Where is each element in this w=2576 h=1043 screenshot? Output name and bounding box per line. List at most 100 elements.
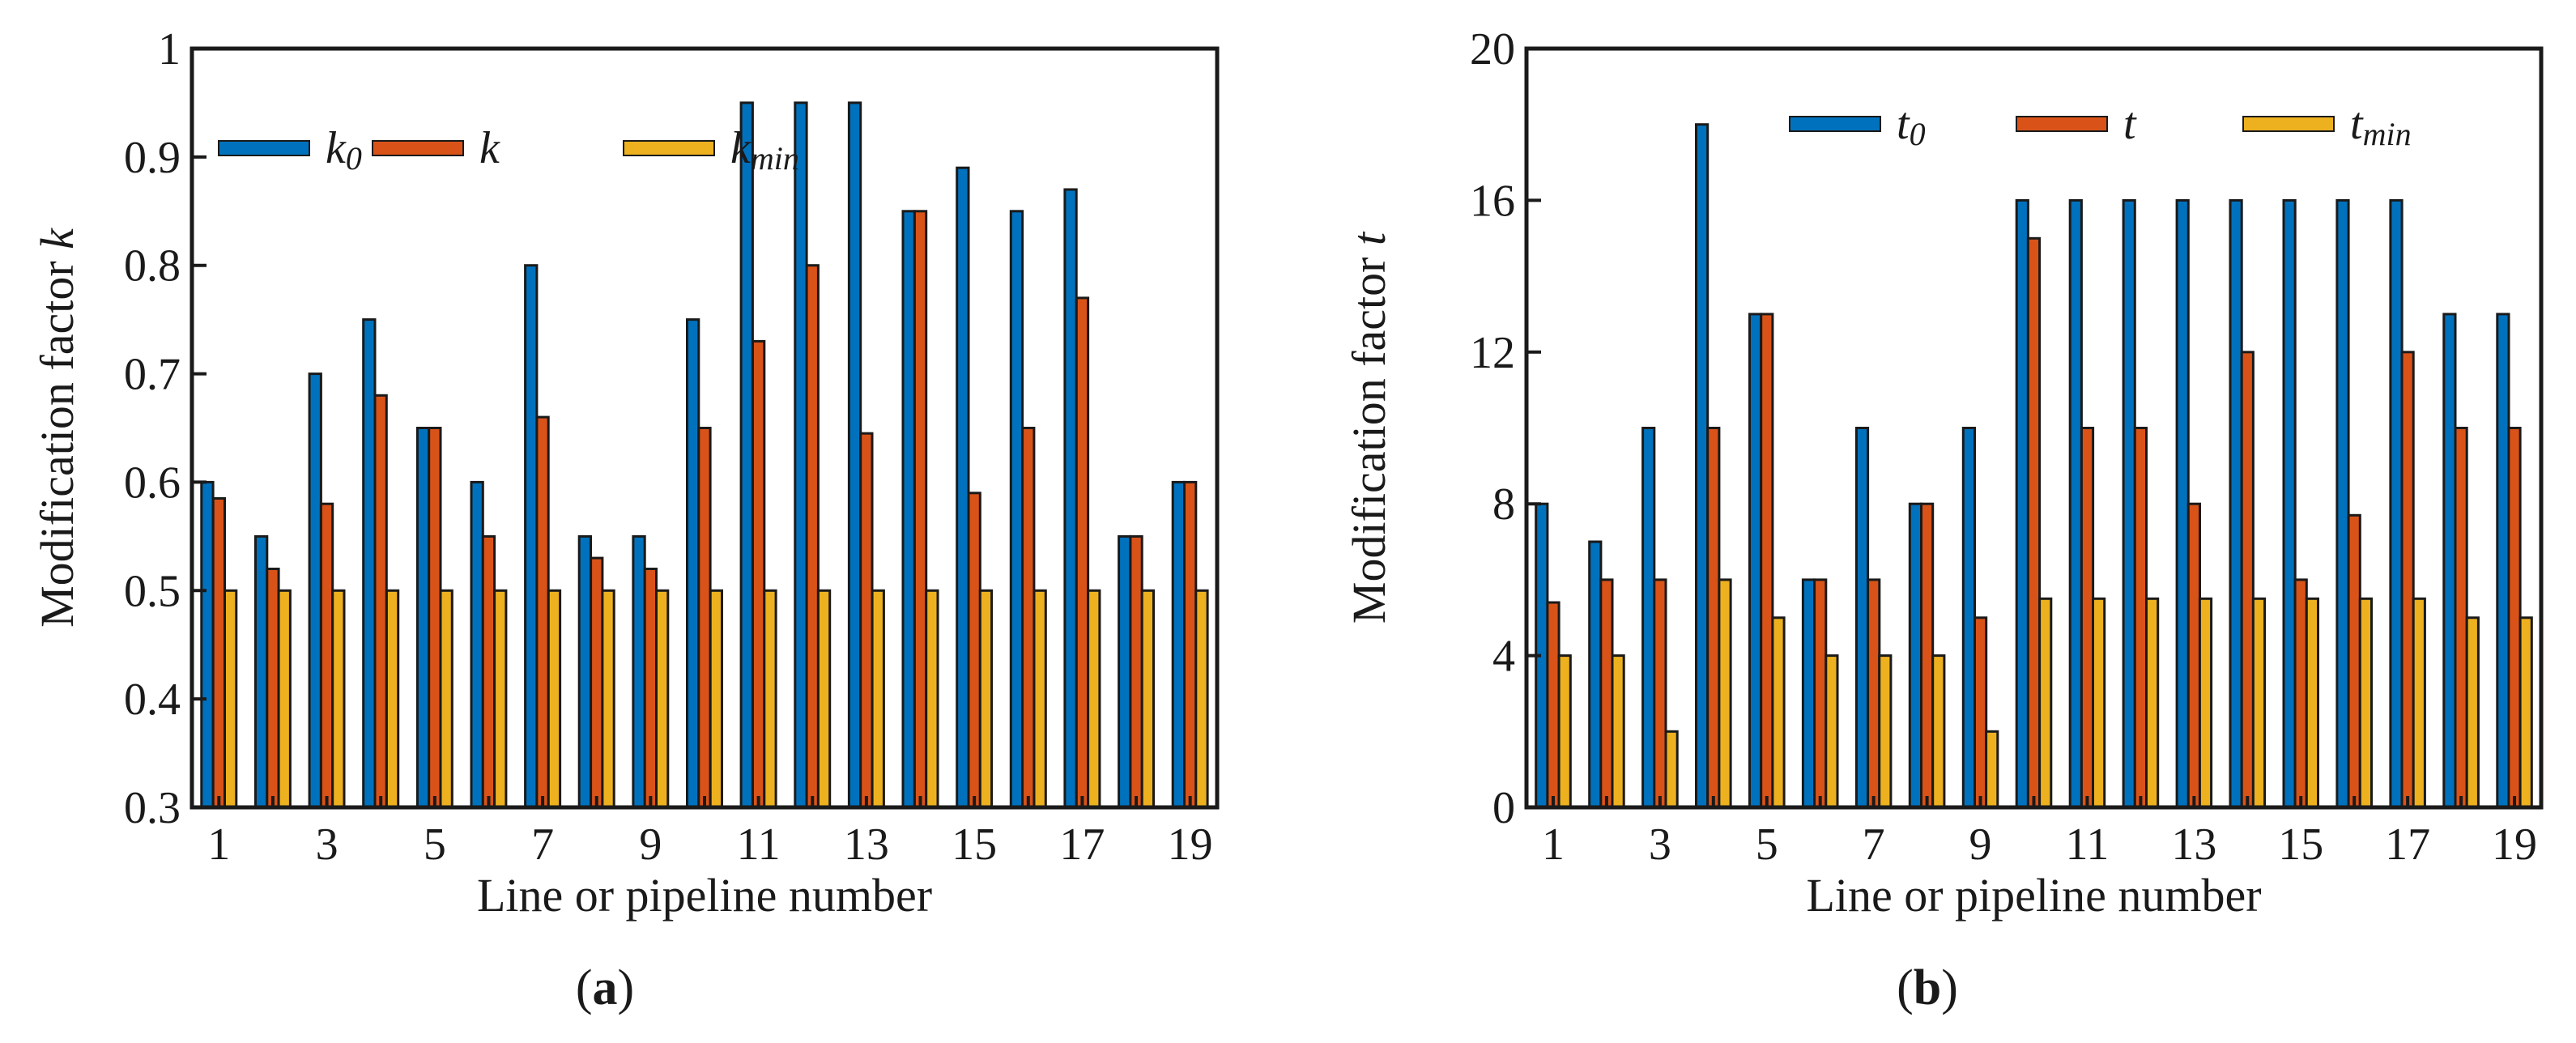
panel-a-bar-k0-11 bbox=[739, 101, 754, 809]
panel-b-xtick-label: 9 bbox=[1969, 820, 1992, 870]
panel-a-xtick-label: 17 bbox=[1059, 820, 1105, 870]
panel-b-bar-t-17 bbox=[2400, 351, 2415, 809]
panel-a-bar-kmin-19 bbox=[1194, 589, 1209, 809]
panel-a-bar-k0-17 bbox=[1063, 188, 1078, 809]
panel-a-bar-kmin-8 bbox=[601, 589, 615, 809]
panel-a-bar-k0-18 bbox=[1118, 534, 1132, 809]
panel-b-bar-t-6 bbox=[1813, 578, 1828, 809]
panel-b-bar-tmin-17 bbox=[2412, 597, 2426, 809]
panel-b-bar-tmin-11 bbox=[2092, 597, 2106, 809]
panel-a-bar-k0-19 bbox=[1171, 480, 1186, 809]
panel-b-bar-t0-10 bbox=[2015, 198, 2029, 809]
panel-a-legend-label-k0: k0 bbox=[326, 123, 362, 177]
panel-b-bar-t-12 bbox=[2133, 427, 2148, 809]
panel-b-bar-t-7 bbox=[1867, 578, 1881, 809]
panel-a-xtick-label: 5 bbox=[424, 820, 446, 870]
panel-b-bar-t-4 bbox=[1706, 427, 1721, 809]
panel-b-bar-t-2 bbox=[1599, 578, 1614, 809]
panel-b-bar-t-18 bbox=[2454, 427, 2468, 809]
panel-a-bar-k-8 bbox=[590, 556, 604, 809]
panel-a-bar-k-11 bbox=[752, 339, 766, 809]
panel-b-legend-label-tmin: tmin bbox=[2350, 99, 2412, 152]
panel-b-bar-t-19 bbox=[2507, 427, 2522, 809]
panel-a-legend-label-k: k bbox=[479, 123, 500, 173]
panel-a-bar-k-17 bbox=[1075, 296, 1090, 809]
panel-a-xtick-label: 7 bbox=[531, 820, 554, 870]
panel-b-ytick-label: 4 bbox=[1492, 632, 1515, 682]
panel-b-bar-t0-3 bbox=[1641, 427, 1656, 809]
panel-b-bar-tmin-2 bbox=[1611, 654, 1625, 809]
panel-b-label: (b) bbox=[1897, 960, 1958, 1015]
panel-a-bar-kmin-5 bbox=[439, 589, 453, 809]
panel-a-ytick-label: 0.4 bbox=[124, 675, 181, 725]
panel-a-bar-k0-5 bbox=[415, 427, 431, 809]
panel-a-xtick-label: 1 bbox=[207, 820, 230, 870]
panel-b-xtick-label: 11 bbox=[2065, 820, 2109, 870]
panel-a-ytick-label: 0.7 bbox=[124, 350, 181, 400]
panel-a-bar-kmin-10 bbox=[709, 589, 724, 809]
panel-a-bar-kmin-4 bbox=[385, 589, 400, 809]
panel-b-ytick-label: 16 bbox=[1470, 176, 1515, 226]
panel-b-bar-t0-19 bbox=[2496, 313, 2510, 809]
panel-a-bar-kmin-12 bbox=[816, 589, 832, 809]
panel-a-bar-k-15 bbox=[967, 492, 981, 809]
panel-a-bar-k0-9 bbox=[632, 534, 646, 809]
panel-a-xtick-label: 3 bbox=[316, 820, 338, 870]
panel-b-bar-tmin-1 bbox=[1557, 654, 1572, 809]
panel-b-ytick-label: 12 bbox=[1470, 328, 1515, 378]
panel-b-legend-swatch-t0 bbox=[1789, 116, 1881, 132]
panel-b-bar-tmin-8 bbox=[1931, 654, 1946, 809]
panel-b-legend-label-t: t bbox=[2123, 99, 2137, 149]
panel-b-bar-tmin-7 bbox=[1878, 654, 1893, 809]
panel-b-bar-t-16 bbox=[2347, 513, 2361, 809]
panel-a-bar-k0-1 bbox=[200, 480, 215, 809]
panel-b-xtick-label: 13 bbox=[2171, 820, 2216, 870]
panel-b-xtick-label: 17 bbox=[2385, 820, 2430, 870]
panel-b-bar-t-9 bbox=[1974, 616, 1988, 809]
panel-a-bar-k-4 bbox=[373, 394, 388, 809]
panel-a-bar-k-10 bbox=[697, 427, 712, 809]
panel-b-legend-label-t0: t0 bbox=[1897, 99, 1926, 152]
panel-b-bar-t0-9 bbox=[1961, 427, 1977, 809]
panel-b-bar-t-14 bbox=[2240, 351, 2255, 809]
panel-b-bar-t0-4 bbox=[1695, 123, 1710, 809]
panel-b-bar-tmin-16 bbox=[2358, 597, 2374, 809]
panel-b-legend-swatch-t bbox=[2016, 116, 2108, 132]
panel-a-legend-label-kmin: kmin bbox=[730, 123, 799, 177]
panel-a-bar-kmin-6 bbox=[493, 589, 508, 809]
panel-a-bar-kmin-13 bbox=[871, 589, 885, 809]
panel-a-bar-k0-12 bbox=[794, 101, 808, 809]
panel-a-bar-k0-6 bbox=[470, 480, 484, 809]
panel-a-xtick-label: 9 bbox=[639, 820, 662, 870]
panel-b-xtick-label: 15 bbox=[2278, 820, 2323, 870]
panel-a-bar-kmin-14 bbox=[925, 589, 939, 809]
panel-b-bar-tmin-4 bbox=[1718, 578, 1732, 809]
panel-b-bar-tmin-10 bbox=[2038, 597, 2053, 809]
panel-b-bar-tmin-9 bbox=[1985, 730, 1999, 809]
panel-b-xtick-label: 7 bbox=[1863, 820, 1885, 870]
panel-b-bar-t0-18 bbox=[2442, 313, 2457, 809]
panel-b-xtick-label: 1 bbox=[1542, 820, 1565, 870]
panel-b-bar-t0-12 bbox=[2122, 198, 2136, 809]
panel-a-bar-k-7 bbox=[535, 415, 550, 809]
panel-a-xtick-label: 15 bbox=[952, 820, 997, 870]
panel-a-ytick-label: 1 bbox=[158, 24, 181, 74]
panel-a-ytick-label: 0.6 bbox=[124, 458, 181, 508]
panel-a-bar-kmin-3 bbox=[331, 589, 346, 809]
panel-a-bar-k0-2 bbox=[254, 534, 269, 809]
panel-b-bar-t0-16 bbox=[2335, 198, 2350, 809]
panel-a-bar-k-5 bbox=[428, 427, 442, 809]
panel-a-label: (a) bbox=[576, 960, 634, 1015]
panel-a-bar-k-1 bbox=[211, 497, 227, 809]
panel-a-bar-kmin-18 bbox=[1140, 589, 1155, 809]
panel-b-bar-tmin-14 bbox=[2251, 597, 2267, 809]
panel-b-bar-t0-11 bbox=[2068, 198, 2083, 809]
panel-a-bar-k-16 bbox=[1021, 427, 1036, 809]
panel-a-bar-k0-10 bbox=[686, 318, 700, 809]
panel-a-bar-kmin-15 bbox=[978, 589, 994, 809]
panel-a-bar-k0-4 bbox=[362, 318, 377, 809]
panel-a-bar-k0-15 bbox=[956, 166, 970, 809]
panel-b-bar-t-10 bbox=[2026, 236, 2042, 809]
panel-b-bar-t-1 bbox=[1546, 601, 1561, 809]
panel-a-bar-k-9 bbox=[643, 568, 658, 809]
